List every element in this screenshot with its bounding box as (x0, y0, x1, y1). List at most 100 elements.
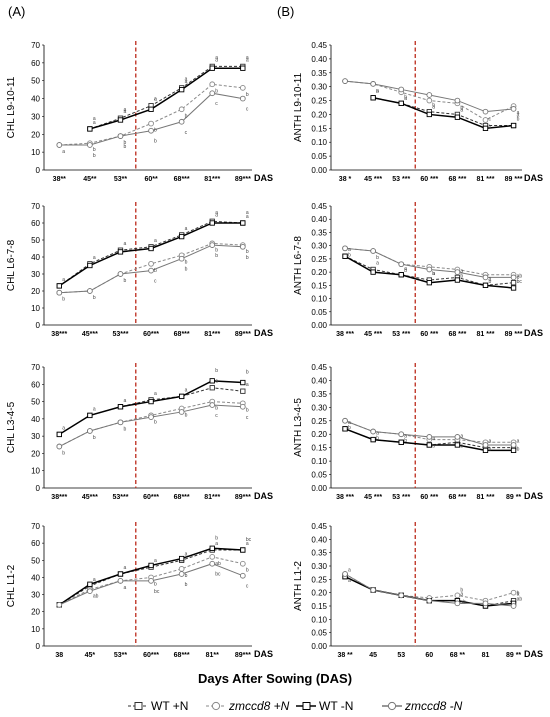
y-axis-label: ANTH L6-7-8 (293, 236, 304, 295)
series-line (372, 97, 514, 130)
y-axis-label: CHL L6-7-8 (6, 239, 17, 291)
significance-letter: b (488, 446, 491, 452)
chart-panel: 0.00 0.05 0.10 0.15 0.20 0.25 0.30 0.35 0.40 0.45… (293, 202, 543, 338)
x-tick-label: 81*** (204, 494, 220, 501)
y-tick-label: 0.05 (311, 152, 327, 161)
y-tick-label: 70 (31, 363, 40, 372)
data-point (87, 288, 93, 294)
data-point (398, 261, 405, 268)
significance-letter: c (215, 101, 218, 107)
y-axis-label: ANTH L9-10-11 (293, 72, 304, 142)
x-tick-label: 89 ** (506, 494, 521, 501)
data-point (342, 253, 348, 259)
das-label: DAS (254, 173, 273, 183)
significance-letter: a (432, 436, 435, 442)
significance-letter: a (62, 277, 65, 283)
x-tick-label: 53*** (112, 331, 128, 338)
data-point (87, 428, 93, 434)
chart-panel: 0.00 0.05 0.10 0.15 0.20 0.25 0.30 0.35 0.40 0.45… (293, 363, 543, 501)
significance-letter: c (488, 117, 491, 123)
x-tick-label: 81*** (204, 331, 220, 338)
significance-letter: b (376, 436, 379, 442)
data-point (209, 545, 215, 551)
data-point (342, 245, 348, 252)
das-label: DAS (524, 491, 543, 501)
data-point (240, 388, 246, 394)
y-tick-label: 0.45 (311, 202, 327, 211)
y-tick-label: 0.25 (311, 575, 327, 584)
data-point (117, 571, 124, 577)
data-point (342, 426, 348, 432)
significance-letter: a (123, 241, 126, 247)
y-tick-label: 0.30 (311, 403, 327, 412)
significance-letter: b (215, 247, 218, 253)
x-tick-label: 38 (55, 652, 63, 659)
y-tick-label: 0.20 (311, 110, 327, 119)
legend-label: WT -N (319, 699, 353, 713)
x-tick-label: 38*** (51, 494, 67, 501)
data-point (454, 592, 461, 599)
data-point (178, 86, 185, 93)
significance-letter: b (154, 128, 157, 134)
data-point (117, 133, 124, 139)
data-point (209, 554, 216, 560)
y-tick-label: 10 (31, 304, 40, 313)
significance-letter: b (185, 259, 188, 265)
significance-letter: b (93, 147, 96, 153)
data-point (239, 572, 246, 579)
significance-letter: b (154, 581, 157, 587)
significance-letter: b (62, 297, 65, 303)
significance-letter: b (404, 94, 407, 100)
x-tick-label: 38*** (51, 331, 67, 338)
significance-letter: bc (215, 572, 221, 578)
data-point (510, 122, 517, 129)
x-tick-label: 89 *** (505, 331, 523, 338)
data-point (398, 592, 405, 599)
x-tick-label: 53 *** (392, 494, 410, 501)
significance-letter: c (246, 107, 249, 113)
x-tick-label: 45*** (82, 331, 98, 338)
data-point (87, 412, 93, 419)
chart-panel: 0 10 20 30 40 50 60 70 CHL L6-7-8 38*** 45*** 53***… (6, 202, 273, 338)
y-tick-label: 50 (31, 398, 40, 407)
significance-letter: b (404, 268, 407, 274)
significance-letter: c (517, 275, 520, 281)
x-tick-label: 81*** (204, 176, 220, 183)
data-point (209, 560, 216, 567)
y-tick-label: 0.00 (311, 321, 327, 330)
data-point (178, 393, 185, 400)
significance-letter: a (123, 109, 126, 115)
x-tick-label: 45 *** (364, 331, 382, 338)
data-point (370, 81, 376, 87)
data-point (426, 280, 432, 286)
significance-letter: ab (517, 597, 523, 603)
significance-letter: a (215, 55, 218, 61)
significance-letter: bc (517, 279, 523, 285)
panel-label-a: (A) (8, 4, 25, 19)
data-point (56, 283, 62, 289)
x-tick-label: 53 *** (392, 331, 410, 338)
x-tick-label: 68*** (174, 176, 190, 183)
significance-letter: a (246, 55, 249, 61)
significance-letter: ab (460, 599, 466, 605)
significance-letter: a (215, 212, 218, 218)
data-point (342, 417, 348, 424)
significance-letter: b (185, 582, 188, 588)
significance-letter: b (215, 368, 218, 374)
significance-letter: b (246, 249, 249, 255)
data-point (454, 97, 461, 104)
significance-letter: a (246, 214, 249, 220)
significance-letter: a (93, 577, 96, 583)
x-tick-label: 68*** (174, 331, 190, 338)
significance-letter: a (154, 97, 157, 103)
x-axis-title: Days After Sowing (DAS) (198, 671, 352, 686)
significance-letter: b (460, 273, 463, 279)
significance-letter: a (185, 226, 188, 232)
data-point (56, 443, 63, 450)
data-point (239, 85, 246, 91)
data-point (370, 436, 376, 443)
y-tick-label: 50 (31, 77, 40, 86)
data-point (178, 409, 185, 415)
chart-panel: 0 10 20 30 40 50 60 70 CHL L9-10-11 38** 45** 53** 6… (6, 41, 273, 183)
